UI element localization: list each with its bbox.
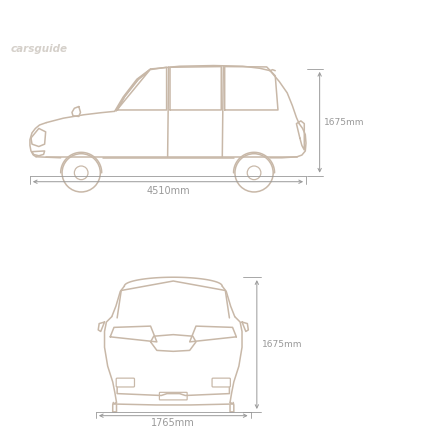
Text: 1765mm: 1765mm (152, 418, 195, 428)
Text: 1675mm: 1675mm (261, 340, 302, 349)
Text: 1675mm: 1675mm (324, 118, 364, 127)
Text: carsguide: carsguide (11, 44, 67, 54)
Text: 4510mm: 4510mm (146, 186, 190, 196)
